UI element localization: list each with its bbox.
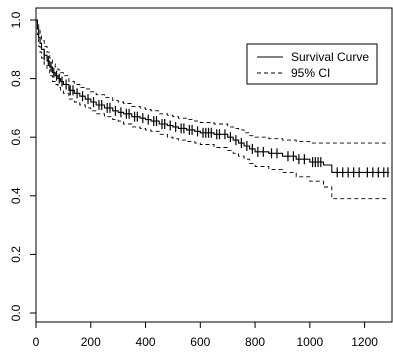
ci-upper-line [36, 19, 390, 144]
y-tick-label: 0.4 [9, 187, 23, 204]
series-layer [36, 19, 390, 200]
y-tick-label: 0.0 [9, 304, 23, 321]
y-tick-label: 0.6 [9, 129, 23, 146]
x-tick-label: 800 [245, 335, 265, 349]
legend-label: 95% CI [291, 66, 330, 80]
x-tick-label: 400 [136, 335, 156, 349]
axes: 0 200 400 600 800 1000 1200 0.0 0.2 0.4 0.6 0.8 1.0 [9, 7, 393, 349]
x-tick-label: 200 [81, 335, 101, 349]
x-tick-label: 1000 [296, 335, 323, 349]
y-tick-label: 1.0 [9, 11, 23, 28]
ci-lower-line [36, 19, 390, 200]
plot-frame [35, 7, 393, 323]
censor-marks [43, 50, 389, 178]
x-tick-label: 600 [190, 335, 210, 349]
legend-label: Survival Curve [291, 50, 369, 64]
legend: Survival Curve 95% CI [246, 43, 378, 85]
x-tick-label: 1200 [351, 335, 378, 349]
y-tick-label: 0.8 [9, 70, 23, 87]
x-tick-label: 0 [33, 335, 40, 349]
y-tick-label: 0.2 [9, 246, 23, 263]
survival-curve-line [36, 19, 390, 173]
legend-box [246, 43, 378, 85]
